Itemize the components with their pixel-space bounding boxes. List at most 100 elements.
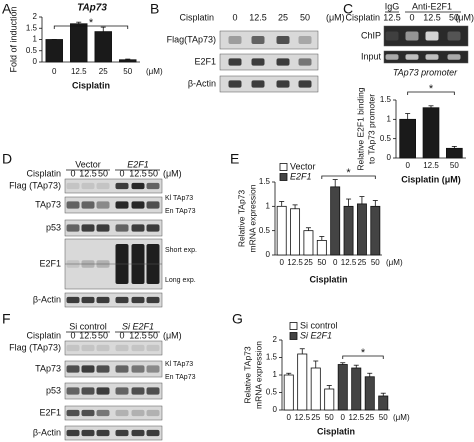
legend-swatch	[289, 332, 298, 340]
x-tick-label: 12.5	[423, 161, 439, 170]
bar	[45, 39, 63, 63]
legend-swatch	[279, 173, 288, 181]
blot-band	[96, 409, 110, 417]
row-label: Flag (TAp73)	[9, 342, 61, 352]
x-tick-label: 50	[450, 161, 459, 170]
side-note: En TAp73	[165, 208, 196, 215]
x-tick-label: 25	[365, 413, 374, 422]
lane-label: 50	[300, 12, 310, 22]
blot-band	[81, 182, 95, 190]
x-tick-label: 12.5	[294, 413, 310, 422]
blot-band	[298, 80, 312, 88]
blot-band	[251, 80, 265, 88]
panel-letter: B	[150, 1, 159, 17]
x-tick-label: 0	[341, 413, 346, 422]
y-tick-label: 0.5	[26, 46, 38, 55]
bar	[283, 374, 294, 411]
bar	[370, 205, 381, 256]
unit-label: (μM)	[386, 258, 403, 267]
bar	[378, 395, 389, 411]
blot-band	[228, 35, 242, 45]
x-tick-label: 0	[52, 67, 57, 76]
blot-band	[385, 31, 399, 41]
unit-label: (μM)	[163, 330, 182, 340]
lane-label: 50	[449, 12, 459, 22]
x-tick-label: 50	[123, 67, 132, 76]
treatment-label: Cisplatin	[179, 12, 214, 22]
blot-band	[146, 182, 160, 190]
bar	[351, 367, 362, 411]
blot-band	[276, 58, 290, 66]
unit-label: (μM)	[455, 12, 474, 22]
x-tick-label: 25	[99, 67, 108, 76]
treatment-label: Cisplatin	[26, 330, 61, 340]
y-axis-label: Relative E2F1 binding	[355, 87, 365, 170]
y-tick-label: 1.5	[259, 177, 271, 186]
significance-bracket	[321, 175, 376, 179]
blot-band	[298, 58, 312, 66]
blot-strip	[64, 340, 163, 356]
lane-label: 0	[232, 12, 237, 22]
blot-band	[81, 224, 95, 232]
caption: TAp73 promoter	[393, 67, 458, 77]
blot-strip	[64, 382, 163, 400]
blot-band	[146, 409, 160, 417]
x-tick-label: 50	[379, 413, 388, 422]
bar	[303, 230, 314, 256]
bar	[119, 59, 137, 63]
bar	[337, 364, 348, 411]
unit-label: (μM)	[393, 413, 410, 422]
blot-band	[131, 409, 145, 417]
x-axis-label: Cisplatin	[309, 274, 347, 284]
blot-band	[115, 365, 129, 373]
y-tick-label: 0	[33, 57, 38, 66]
y-axis-label: Fold of induction	[8, 6, 18, 72]
blot-band	[146, 224, 160, 232]
group-label: Si control	[69, 321, 107, 331]
lane-label: 0	[70, 168, 75, 178]
blot-band	[228, 80, 242, 88]
blot-band	[66, 429, 80, 437]
blot-band	[96, 224, 110, 232]
x-tick-label: 25	[304, 258, 313, 267]
legend-label: E2F1	[290, 171, 312, 181]
bar	[94, 31, 112, 63]
lane-label: 12.5	[383, 12, 401, 22]
lane-label: 12.5	[423, 12, 441, 22]
x-tick-label: 12.5	[71, 67, 87, 76]
group-label: Vector	[75, 159, 101, 169]
y-tick-label: 1	[387, 114, 392, 123]
side-note: Short exp.	[165, 247, 197, 254]
lane-label: 50	[148, 168, 158, 178]
row-label: β-Actin	[188, 78, 216, 88]
blot-band	[405, 31, 419, 41]
blot-band	[66, 224, 80, 232]
blot-strip	[64, 360, 163, 378]
x-tick-label: 12.5	[348, 413, 364, 422]
blot-strip	[219, 30, 319, 50]
group-label: IgG	[385, 1, 400, 11]
blot-strip	[64, 196, 163, 214]
x-tick-label: 25	[357, 258, 366, 267]
blot-band	[228, 58, 242, 66]
x-tick-label: 12.5	[287, 258, 303, 267]
lane-label: 0	[70, 330, 75, 340]
row-label: TAp73	[35, 199, 61, 209]
blot-band	[96, 344, 110, 352]
blot-band	[146, 365, 160, 373]
y-tick-label: 0.5	[380, 134, 392, 143]
blot-strip	[219, 75, 319, 93]
unit-label: (μM)	[326, 12, 345, 22]
blot-strip	[64, 219, 163, 237]
row-label: E2F1	[39, 258, 61, 268]
row-label: E2F1	[194, 56, 216, 66]
row-label: Flag (TAp73)	[9, 180, 61, 190]
bar	[310, 367, 321, 411]
blot-band	[81, 365, 95, 373]
side-note: Kl TAp73	[165, 195, 193, 202]
x-tick-label: 0	[333, 258, 338, 267]
blot-band	[81, 429, 95, 437]
y-tick-label: 0	[273, 405, 278, 414]
x-axis-label: Cisplatin	[317, 426, 355, 436]
x-tick-label: 0	[279, 258, 284, 267]
